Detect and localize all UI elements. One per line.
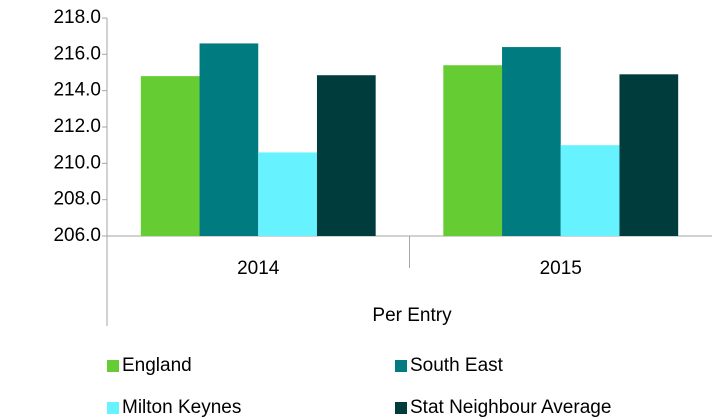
x-tick-label: 2015 bbox=[540, 258, 582, 279]
legend-label: Milton Keynes bbox=[122, 397, 241, 418]
y-tick-label: 210.0 bbox=[53, 152, 101, 173]
bar bbox=[316, 75, 376, 236]
legend-swatch bbox=[395, 402, 407, 414]
legend-label: Stat Neighbour Average bbox=[410, 397, 611, 418]
bar bbox=[199, 43, 259, 236]
y-tick-label: 212.0 bbox=[53, 116, 101, 137]
y-tick-label: 218.0 bbox=[53, 7, 101, 28]
y-tick-label: 206.0 bbox=[53, 225, 101, 246]
legend-label: England bbox=[122, 355, 192, 376]
bar bbox=[502, 47, 561, 236]
bar bbox=[258, 152, 317, 236]
bar bbox=[140, 76, 200, 236]
legend-label: South East bbox=[410, 355, 504, 376]
bar bbox=[443, 65, 503, 236]
x-axis-label: Per Entry bbox=[372, 305, 452, 326]
legend-swatch bbox=[395, 360, 407, 372]
y-tick-label: 208.0 bbox=[53, 189, 101, 210]
legend-swatch bbox=[107, 402, 119, 414]
y-tick-label: 216.0 bbox=[53, 43, 101, 64]
legend-swatch bbox=[107, 360, 119, 372]
y-tick-label: 214.0 bbox=[53, 80, 101, 101]
bar bbox=[619, 74, 679, 236]
bar bbox=[560, 145, 620, 236]
x-tick-label: 2014 bbox=[237, 258, 280, 279]
